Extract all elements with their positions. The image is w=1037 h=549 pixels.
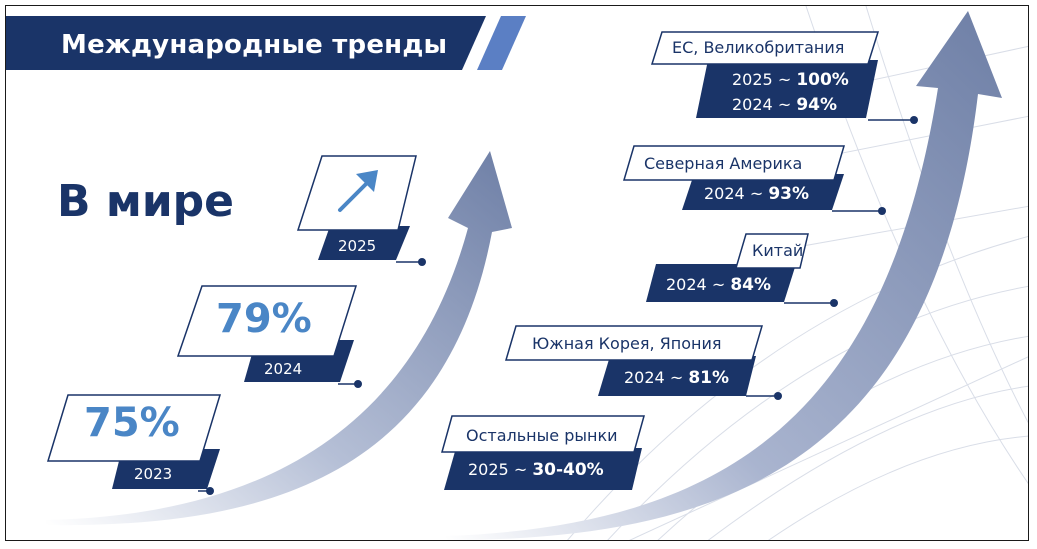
region-korea-japan-year: 2024 [624, 368, 665, 387]
right-growth-arrow [446, 11, 1002, 540]
region-china-name: Китай [752, 241, 804, 260]
region-china-line-1: 2024 ~ 84% [666, 275, 771, 295]
region-china-year: 2024 [666, 275, 707, 294]
tilde-separator: ~ [777, 70, 792, 89]
region-korea-japan-line-1: 2024 ~ 81% [624, 368, 729, 388]
region-other-markets-name: Остальные рынки [466, 426, 618, 445]
trend-up-arrow-icon [338, 170, 378, 212]
region-eu-uk-line-1: 2025 ~ 100% [732, 70, 849, 90]
region-eu-uk-line-2: 2024 ~ 94% [732, 95, 837, 115]
tilde-separator: ~ [711, 275, 726, 294]
world-stat-2023-value: 75% [84, 400, 180, 446]
world-stat-2024-value: 79% [216, 296, 312, 342]
region-korea-japan-value: 81% [688, 368, 730, 388]
region-eu-uk-year-2: 2024 [732, 95, 773, 114]
region-eu-uk-year-1: 2025 [732, 70, 773, 89]
world-heading: В мире [57, 176, 234, 227]
region-china-value: 84% [730, 275, 772, 295]
world-stat-2025: 2025 [296, 154, 433, 269]
tilde-separator: ~ [749, 184, 764, 203]
region-eu-uk-name: ЕС, Великобритания [672, 38, 845, 57]
region-other-markets-line-1: 2025 ~ 30-40% [468, 460, 604, 480]
region-eu-uk-value-1: 100% [796, 70, 849, 90]
title-bar-shape [6, 16, 526, 70]
region-korea-japan-name: Южная Корея, Япония [532, 334, 722, 353]
world-stat-2023-year: 2023 [134, 465, 173, 483]
slide-frame: Международные тренды В мире 75% 2023 79%… [5, 5, 1029, 541]
region-other-markets-value: 30-40% [532, 460, 604, 480]
tilde-separator: ~ [669, 368, 684, 387]
world-stat-2024: 79% 2024 [176, 278, 363, 393]
region-other-markets: Остальные рынки 2025 ~ 30-40% [436, 414, 656, 494]
region-other-markets-year: 2025 [468, 460, 509, 479]
region-north-america-value: 93% [768, 184, 810, 204]
world-stat-2025-year: 2025 [338, 237, 377, 255]
region-china: Китай 2024 ~ 84% [644, 232, 844, 310]
growth-arrows [46, 11, 1002, 540]
region-eu-uk: ЕС, Великобритания 2025 ~ 100% 2024 ~ 94… [646, 30, 926, 130]
region-north-america: Северная Америка 2024 ~ 93% [618, 144, 893, 222]
page-title: Международные тренды [61, 30, 448, 60]
region-north-america-line-1: 2024 ~ 93% [704, 184, 809, 204]
world-stat-2024-year: 2024 [264, 360, 303, 378]
region-north-america-name: Северная Америка [644, 154, 803, 173]
region-north-america-year: 2024 [704, 184, 745, 203]
world-stat-2023: 75% 2023 [46, 389, 228, 499]
title-bar: Международные тренды [6, 16, 526, 70]
tilde-separator: ~ [777, 95, 792, 114]
region-korea-japan: Южная Корея, Япония 2024 ~ 81% [500, 324, 790, 402]
region-eu-uk-value-2: 94% [796, 95, 838, 115]
tilde-separator: ~ [513, 460, 528, 479]
